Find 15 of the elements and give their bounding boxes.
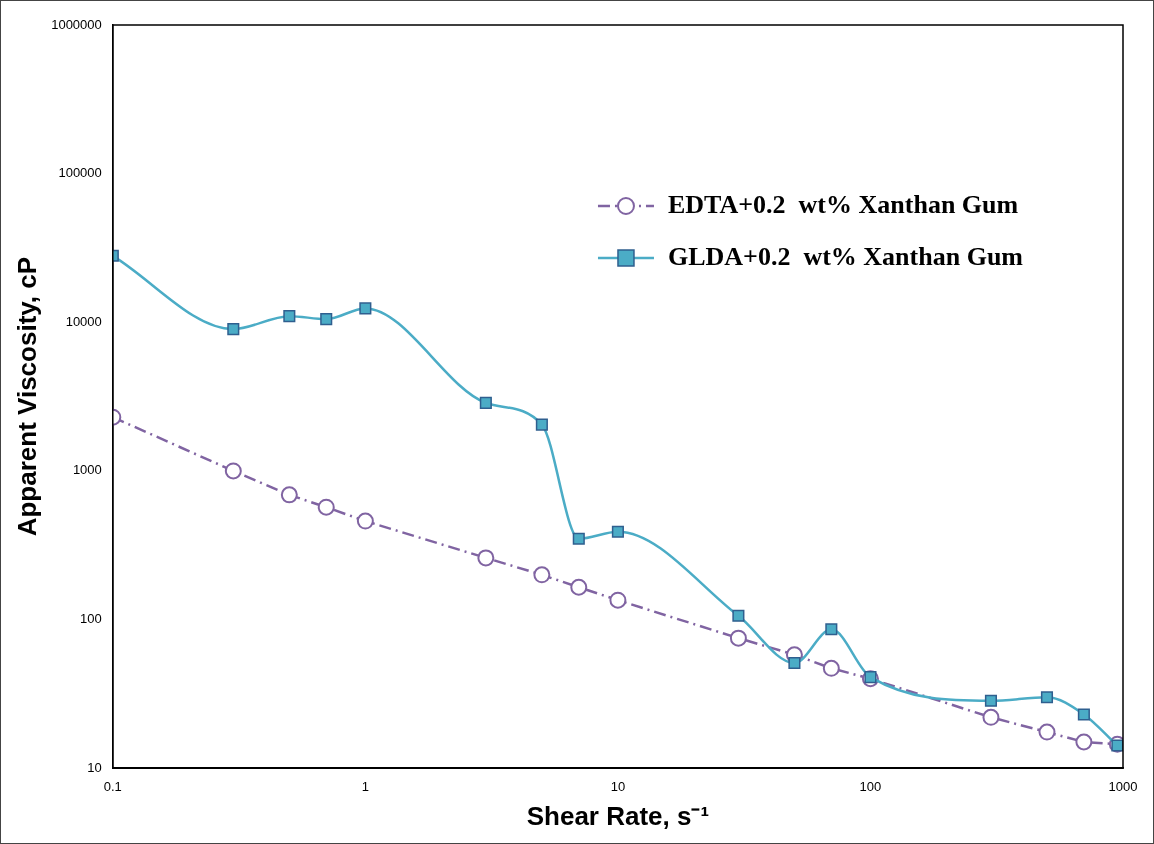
y-tick-label: 100 xyxy=(80,611,102,627)
x-tick-label: 10 xyxy=(610,778,626,794)
y-tick-label: 100000 xyxy=(58,165,102,181)
legend-label: GLDA+0.2 wt% Xanthan Gum xyxy=(667,241,1024,271)
x-tick-label: 100 xyxy=(859,778,882,794)
y-tick-label: 1000 xyxy=(72,462,102,478)
x-tick-label: 0.1 xyxy=(103,778,122,794)
y-tick-label: 10000 xyxy=(65,313,102,329)
x-tick-label: 1000 xyxy=(1108,778,1138,794)
legend-label: EDTA+0.2 wt% Xanthan Gum xyxy=(667,189,1019,219)
y-tick-label: 10 xyxy=(87,759,102,775)
x-axis-title: Shear Rate, s⁻¹ xyxy=(526,800,710,831)
y-tick-label: 1000000 xyxy=(51,16,102,32)
y-axis-title: Apparent Viscosity, cP xyxy=(11,256,42,537)
x-tick-label: 1 xyxy=(361,778,369,794)
